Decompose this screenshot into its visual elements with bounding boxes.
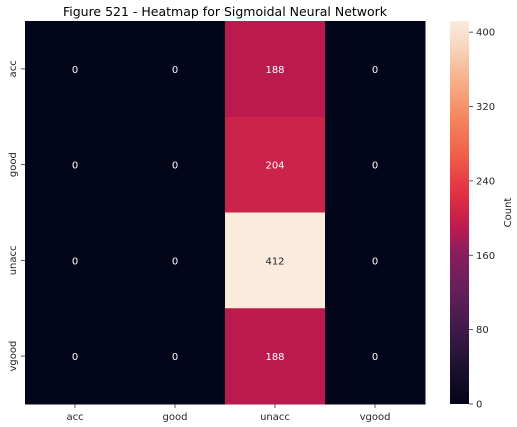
heatmap-cell-acc-vgood: [325, 21, 426, 118]
x-tick-label: good: [163, 412, 188, 423]
cell-value-label: 188: [265, 65, 284, 76]
cell-value-label: 0: [172, 256, 178, 267]
cell-value-label: 0: [72, 161, 78, 172]
heatmap-cell-acc-unacc: [225, 21, 326, 118]
colorbar-tick-label: 0: [476, 400, 482, 411]
heatmap-cell-good-acc: [25, 116, 126, 213]
cell-value-label: 0: [372, 161, 378, 172]
heatmap-cell-unacc-acc: [25, 212, 126, 309]
heatmap-cell-vgood-unacc: [225, 308, 326, 405]
x-axis: acc good unacc vgood: [66, 404, 390, 423]
x-tick-label: vgood: [360, 412, 391, 423]
cell-value-label: 204: [265, 161, 284, 172]
y-tick-label: acc: [8, 60, 19, 77]
colorbar-tick-label: 240: [476, 176, 495, 187]
cell-value-label: 0: [172, 352, 178, 363]
heatmap-cell-unacc-unacc: [225, 212, 326, 309]
x-tick-label: unacc: [260, 412, 290, 423]
chart-title: Figure 521 - Heatmap for Sigmoidal Neura…: [63, 4, 388, 19]
heatmap-cell-good-good: [125, 116, 226, 213]
colorbar-tick-label: 80: [476, 325, 489, 336]
cell-value-label: 0: [72, 256, 78, 267]
heatmap-cell-good-unacc: [225, 116, 326, 213]
y-tick-label: good: [8, 152, 19, 177]
colorbar-label: Count: [503, 198, 514, 228]
cell-value-label: 0: [172, 65, 178, 76]
heatmap-cells: [25, 21, 426, 405]
heatmap-cell-vgood-vgood: [325, 308, 426, 405]
cell-value-label: 0: [372, 65, 378, 76]
heatmap-cell-labels: 0 0 188 0 0 0 204 0 0 0 412 0 0 0 188 0: [72, 65, 378, 363]
colorbar-tick-label: 320: [476, 102, 495, 113]
heatmap-cell-vgood-good: [125, 308, 226, 405]
cell-value-label: 412: [265, 256, 284, 267]
heatmap-cell-acc-acc: [25, 21, 126, 118]
heatmap-cell-vgood-acc: [25, 308, 126, 405]
heatmap-cell-acc-good: [125, 21, 226, 118]
colorbar-tick-label: 160: [476, 251, 495, 262]
cell-value-label: 0: [372, 256, 378, 267]
cell-value-label: 0: [72, 65, 78, 76]
heatmap-cell-unacc-vgood: [325, 212, 426, 309]
cell-value-label: 188: [265, 352, 284, 363]
y-tick-label: unacc: [8, 245, 19, 275]
colorbar: 0 80 160 240 320 400 Count: [450, 21, 514, 411]
heatmap-cell-unacc-good: [125, 212, 226, 309]
colorbar-gradient: [450, 21, 469, 404]
colorbar-tick-label: 400: [476, 28, 495, 39]
x-tick-label: acc: [66, 412, 83, 423]
heatmap-cell-good-vgood: [325, 116, 426, 213]
y-axis: acc good unacc vgood: [8, 60, 25, 372]
cell-value-label: 0: [372, 352, 378, 363]
cell-value-label: 0: [172, 161, 178, 172]
y-tick-label: vgood: [8, 341, 19, 372]
cell-value-label: 0: [72, 352, 78, 363]
